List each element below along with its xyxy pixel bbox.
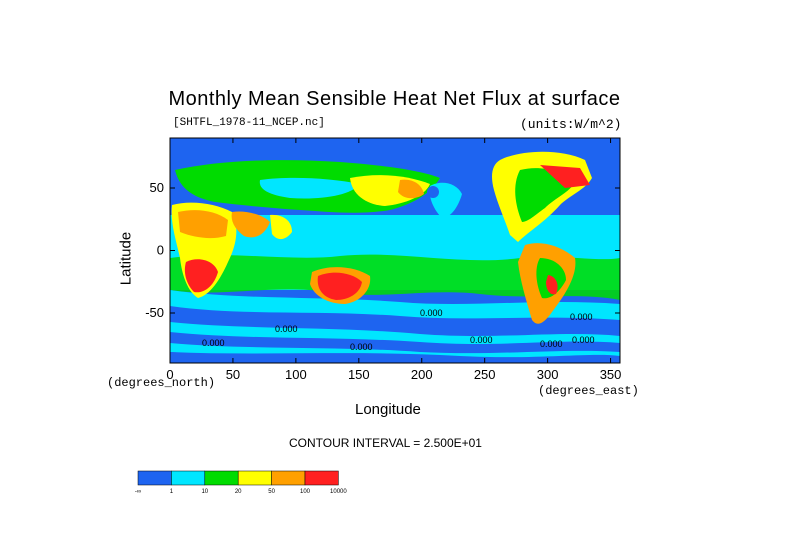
colorbar-label: 100	[300, 489, 311, 495]
colorbar-segment	[171, 470, 206, 486]
contour-label: 0.000	[275, 324, 298, 334]
flux-map	[170, 138, 620, 363]
land-south-america-hot	[546, 275, 558, 295]
y-tick-label: -50	[145, 305, 164, 320]
field-tropics-band	[170, 254, 620, 300]
field-south-band	[170, 290, 620, 320]
colorbar-label: 20	[235, 489, 242, 495]
contour-label: 0.000	[350, 342, 373, 352]
land-sahara	[178, 210, 228, 239]
colorbar-segment	[237, 470, 272, 486]
contour-interval-label: CONTOUR INTERVAL = 2.500E+01	[289, 436, 482, 450]
land-eurasia-inner	[259, 177, 360, 199]
land-south-africa-hot	[184, 259, 218, 293]
x-axis-unit: (degrees_north)	[107, 376, 216, 390]
x-tick-label: 150	[348, 367, 370, 382]
field-south-band-2	[170, 322, 620, 344]
colorbar-segment	[271, 470, 306, 486]
colorbar-segment	[137, 470, 172, 486]
colorbar-label: -∞	[135, 489, 141, 495]
contour-label: 0.000	[570, 312, 593, 322]
x-tick-label: 200	[411, 367, 433, 382]
land-arabia	[231, 211, 270, 238]
x-tick-label: 350	[600, 367, 622, 382]
colorbar-label: 10000	[330, 489, 347, 495]
x-tick-label: 50	[226, 367, 240, 382]
contour-labels: 0.000 0.000 0.000 0.000 0.000 0.000 0.000 0.000	[202, 308, 595, 352]
contour-label: 0.000	[420, 308, 443, 318]
contour-label: 0.000	[540, 339, 563, 349]
land-india	[270, 214, 292, 240]
y-tick-label: 50	[150, 180, 164, 195]
colorbar-segment	[204, 470, 239, 486]
contour-label: 0.000	[470, 335, 493, 345]
y-axis-unit: (degrees_east)	[538, 384, 639, 398]
land-antarctica	[170, 352, 620, 363]
chart-title: Monthly Mean Sensible Heat Net Flux at s…	[168, 88, 621, 110]
land-australia-hot	[317, 272, 362, 300]
colorbar: -∞ 1 10 20 50 100 10000	[135, 470, 347, 495]
y-tick-label: 0	[157, 243, 164, 258]
colorbar-label: 10	[201, 489, 208, 495]
contour-label: 0.000	[572, 335, 595, 345]
colorbar-label: 50	[268, 489, 275, 495]
colorbar-segment	[304, 470, 339, 486]
land-east-asia-warm	[398, 179, 424, 199]
contour-label: 0.000	[202, 338, 225, 348]
dataset-label: [SHTFL_1978-11_NCEP.nc]	[173, 117, 325, 129]
x-axis-label: Longitude	[355, 401, 421, 418]
axis-ticks: 0 50 100 150 200 250 300 350 -50 0 50	[145, 138, 621, 382]
units-label: (units:W/m^2)	[520, 117, 622, 132]
field-pacific-cold-spot	[427, 186, 439, 198]
x-tick-label: 0	[166, 367, 173, 382]
land-greenland-hot	[540, 165, 590, 188]
x-tick-label: 250	[474, 367, 496, 382]
x-tick-label: 300	[537, 367, 559, 382]
x-tick-label: 100	[285, 367, 307, 382]
colorbar-label: 1	[170, 489, 174, 495]
